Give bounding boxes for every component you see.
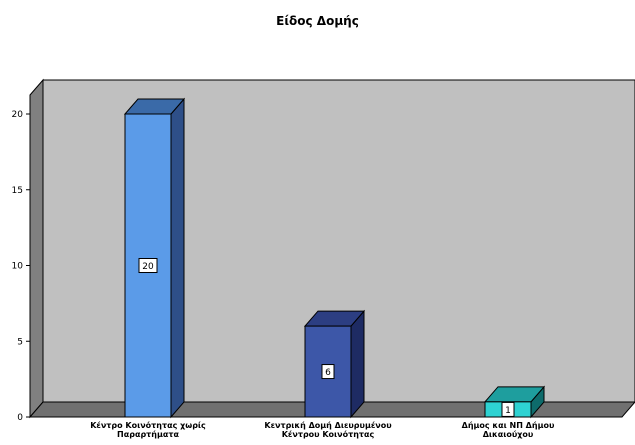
y-tick-label: 10 — [12, 262, 24, 272]
data-label-box — [501, 401, 515, 417]
y-axis: 0 5 10 15 20 — [12, 95, 31, 423]
data-label: 20 — [142, 262, 154, 272]
bar-2: 6 — [303, 309, 366, 419]
x-category-label: Κεντρική Δομή Διευρυμένου Κέντρου Κοινότη… — [264, 420, 392, 439]
x-category-label: Δήμος και ΝΠ Δήμου Δικαιούχου — [462, 421, 555, 439]
x-axis-labels: Κέντρο Κοινότητας χωρίς Παραρτήματα Κεντρι… — [90, 420, 555, 439]
data-label-box — [321, 364, 335, 380]
y-tick-label: 15 — [12, 186, 23, 196]
y-tick-label: 20 — [12, 110, 24, 120]
bar-side — [170, 97, 185, 419]
y-tick-label: 0 — [17, 413, 23, 423]
data-label: 1 — [505, 406, 511, 416]
bar-side — [350, 309, 365, 419]
bar-1: 20 — [123, 97, 186, 419]
y-tick-label: 5 — [17, 337, 23, 347]
side-wall — [29, 78, 44, 419]
bar-3: 1 — [483, 385, 546, 419]
chart-title: Είδος Δομής — [276, 14, 359, 28]
data-label: 6 — [325, 368, 331, 378]
x-category-label: Κέντρο Κοινότητας χωρίς Παραρτήματα — [90, 420, 206, 439]
data-label-box — [138, 258, 158, 273]
